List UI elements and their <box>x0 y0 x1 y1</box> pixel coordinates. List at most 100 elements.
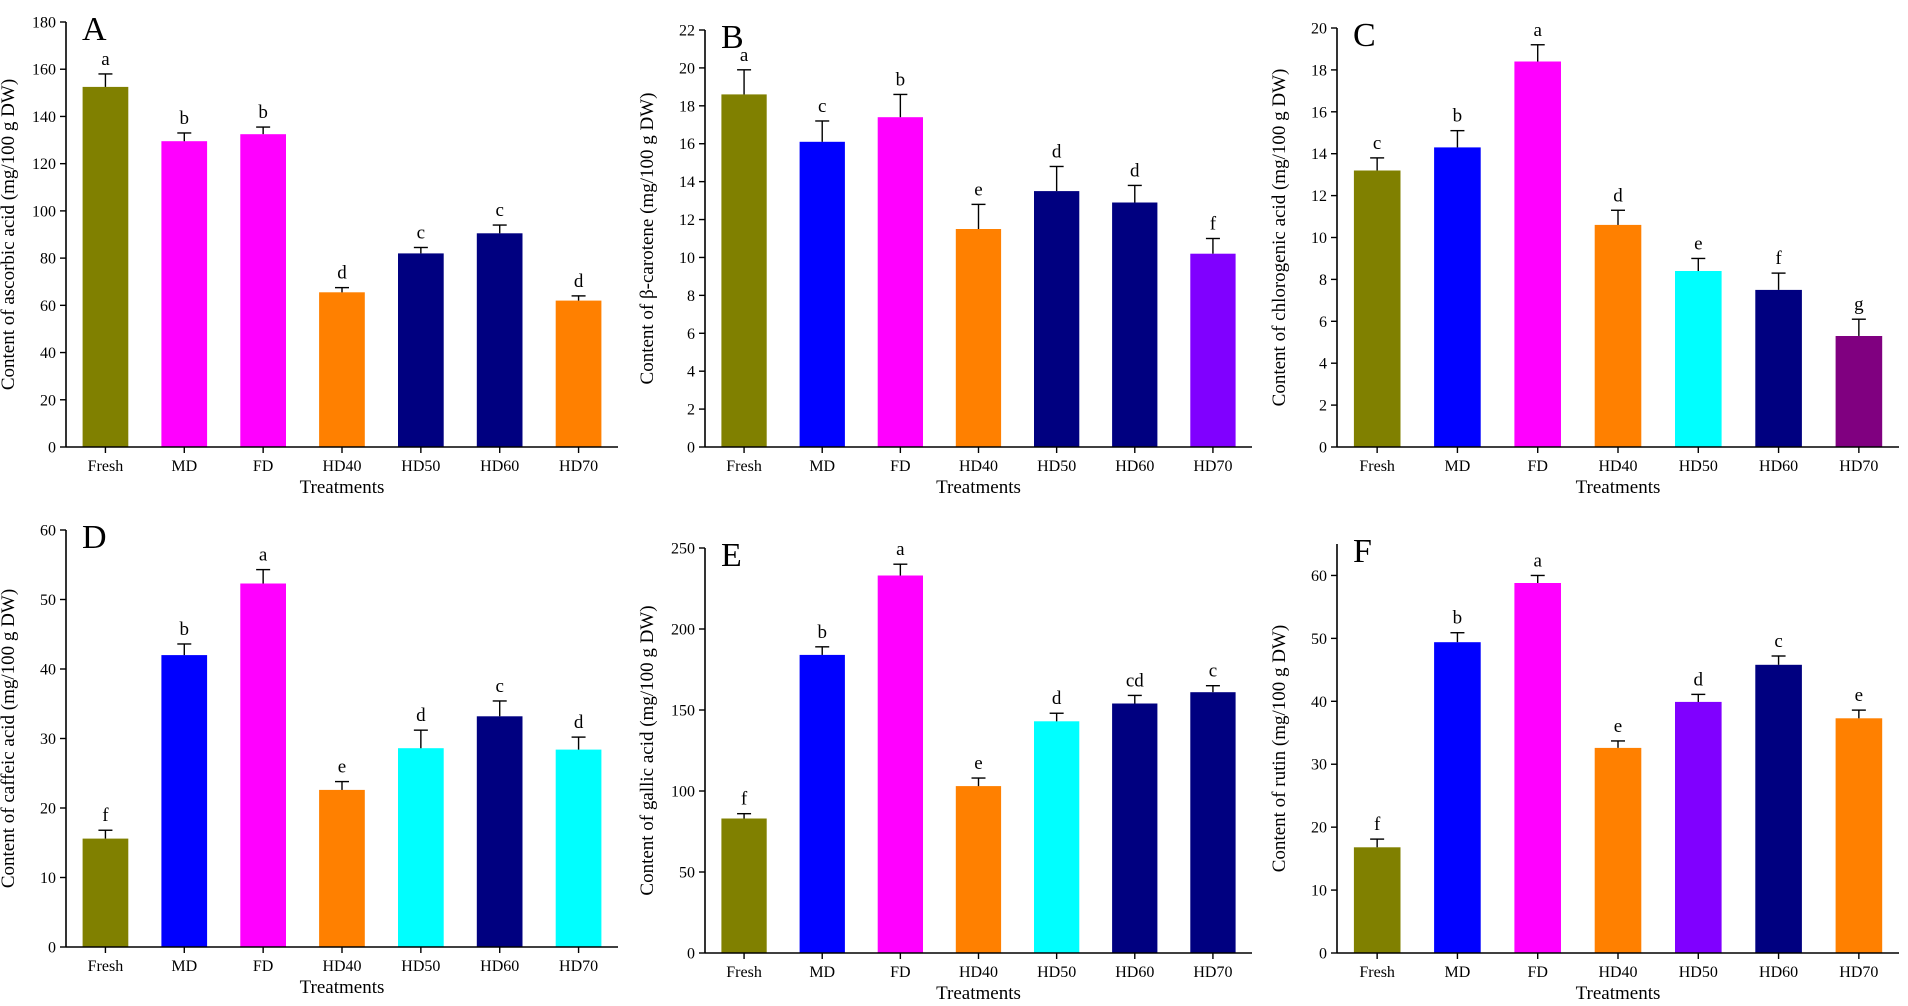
panel-d-y-tick-label: 60 <box>40 523 56 540</box>
panel-f-x-tick-label-hd60: HD60 <box>1759 964 1798 981</box>
panel-c-bar-fd <box>1514 61 1561 447</box>
panel-d-errorbar-hd50 <box>413 729 428 749</box>
panel-a-y-tick-label: 60 <box>40 298 56 315</box>
panel-e-bar-hd70 <box>1190 692 1236 953</box>
panel-f-sig-letter-hd50: d <box>1694 669 1704 690</box>
panel-e-errorbar-hd70 <box>1205 685 1220 693</box>
panel-d-sig-letter-hd50: d <box>416 705 426 726</box>
panel-d-y-axis-title: Content of caffeic acid (mg/100 g DW) <box>0 589 19 888</box>
panel-e-y-tick-label: 0 <box>687 946 695 963</box>
panel-e-sig-letter-hd40: e <box>974 753 982 774</box>
panel-e-x-tick-label-hd40: HD40 <box>959 964 998 981</box>
panel-b-x-axis-title: Treatments <box>936 477 1021 498</box>
panel-b-y-tick-label: 2 <box>687 402 695 419</box>
panel-b-errorbar-hd60 <box>1127 184 1142 203</box>
panel-a-x-tick-label-md: MD <box>171 458 197 475</box>
panel-a-sig-letter-hd40: d <box>337 263 347 284</box>
panel-f-x-tick-label-hd70: HD70 <box>1839 964 1878 981</box>
panel-e-x-tick-label-hd70: HD70 <box>1193 964 1232 981</box>
panel-c-y-tick-label: 18 <box>1311 62 1327 79</box>
panel-e-bar-hd40 <box>955 786 1002 953</box>
panel-c-bar-fresh <box>1353 170 1401 447</box>
panel-e-letter: E <box>721 537 742 574</box>
panel-f-errorbar-md <box>1450 632 1465 643</box>
panel-b-y-tick-label: 14 <box>679 174 695 191</box>
panel-f-bar-fresh <box>1353 847 1401 953</box>
panel-e-y-tick-label: 250 <box>671 541 695 558</box>
panel-a-x-tick-label-fresh: Fresh <box>88 458 124 475</box>
panel-c-x-tick-label-hd40: HD40 <box>1598 458 1637 475</box>
panel-d-x-tick-label-fd: FD <box>253 958 273 975</box>
panel-f-bar-hd40 <box>1594 747 1642 953</box>
panel-c-bar-md <box>1434 147 1481 447</box>
panel-b-y-tick-label: 20 <box>679 60 695 77</box>
panel-a-y-tick-label: 160 <box>32 62 56 79</box>
panel-b-y-tick-label: 10 <box>679 250 695 267</box>
panel-f-x-tick-label-hd40: HD40 <box>1598 964 1637 981</box>
panel-d-x-tick-label-hd50: HD50 <box>401 958 440 975</box>
panel-f-bar-hd70 <box>1835 718 1883 953</box>
panel-b-y-tick-label: 12 <box>679 212 695 229</box>
panel-b-y-tick-label: 6 <box>687 326 695 343</box>
panel-b-errorbar-hd40 <box>971 203 986 230</box>
panel-e-sig-letter-md: b <box>817 622 827 643</box>
panel-a-x-tick-label-hd70: HD70 <box>559 458 598 475</box>
panel-e-y-tick-label: 100 <box>671 784 695 801</box>
panel-d-sig-letter-hd70: d <box>574 712 584 733</box>
panel-c-errorbar-hd40 <box>1611 209 1625 225</box>
panel-f-x-tick-label-fd: FD <box>1527 964 1547 981</box>
panel-d-bar-hd50 <box>398 748 444 947</box>
panel-b-bar-fd <box>877 117 923 447</box>
panel-a-y-axis-title: Content of ascorbic acid (mg/100 g DW) <box>0 79 19 390</box>
panel-b-x-tick-label-hd40: HD40 <box>959 458 998 475</box>
panel-f-x-tick-label-md: MD <box>1445 964 1471 981</box>
panel-c-x-axis-title: Treatments <box>1576 477 1661 498</box>
panel-a-y-tick-label: 80 <box>40 251 56 268</box>
panel-e-y-tick-label: 150 <box>671 703 695 720</box>
panel-d-bar-hd60 <box>476 716 523 947</box>
panel-b-bar-fresh <box>721 94 767 448</box>
panel-f-bar-md <box>1434 642 1481 953</box>
panel-e-errorbar-hd40 <box>971 777 986 787</box>
panel-a-y-tick-label: 20 <box>40 392 56 409</box>
panel-c-bar-hd70 <box>1835 336 1883 447</box>
panel-d-bar-md <box>161 655 208 947</box>
panel-e-sig-letter-fresh: f <box>741 789 748 810</box>
panel-a-bar-hd70 <box>555 300 602 447</box>
panel-f-y-tick-label: 20 <box>1311 820 1327 837</box>
panel-e-x-axis-title: Treatments <box>936 983 1021 1004</box>
panel-e-chart: f b a e d cd c 0 50 100 150 200 250 Fresh MD FD HD40 HD50… <box>637 537 1252 1004</box>
panel-d-errorbar-fresh <box>98 829 113 839</box>
panel-a-y-tick-label: 180 <box>32 15 56 32</box>
panel-f-y-tick-label: 40 <box>1311 694 1327 711</box>
panel-e-errorbar-md <box>815 646 830 655</box>
panel-b-errorbar-hd50 <box>1049 165 1064 192</box>
panel-d-x-tick-label-md: MD <box>171 958 197 975</box>
panel-f-chart: f b a e d c e 0 10 20 30 40 50 60 Fresh MD FD HD40 HD50 HD6… <box>1269 533 1899 1004</box>
panel-b-y-tick-label: 8 <box>687 288 695 305</box>
panel-f-bar-hd60 <box>1755 664 1802 953</box>
panel-d-y-tick-label: 0 <box>48 940 56 957</box>
panel-c-errorbar-hd70 <box>1851 318 1866 336</box>
panel-b-bar-hd60 <box>1112 202 1158 447</box>
panel-e-x-tick-label-fresh: Fresh <box>726 964 762 981</box>
panel-f-y-tick-label: 0 <box>1319 946 1327 963</box>
panel-c-x-tick-label-fresh: Fresh <box>1359 458 1395 475</box>
panel-c-sig-letter-fd: a <box>1533 20 1542 41</box>
panel-c-y-tick-label: 2 <box>1319 398 1327 415</box>
panel-e-errorbar-fd <box>893 563 908 576</box>
panel-d-bar-fd <box>240 583 286 947</box>
panel-d-x-tick-label-hd40: HD40 <box>322 958 361 975</box>
panel-f-sig-letter-md: b <box>1453 608 1463 629</box>
panel-f-letter: F <box>1353 533 1372 570</box>
panel-b-x-tick-label-hd70: HD70 <box>1193 458 1232 475</box>
panel-c-errorbar-md <box>1450 129 1465 148</box>
panel-e-y-tick-label: 200 <box>671 622 695 639</box>
panel-a-y-tick-label: 100 <box>32 203 56 220</box>
panel-a-letter: A <box>82 11 107 48</box>
panel-b-errorbar-fresh <box>737 69 752 95</box>
panel-b-y-axis-title: Content of β-carotene (mg/100 g DW) <box>637 93 658 385</box>
panel-a-x-tick-label-hd60: HD60 <box>480 458 519 475</box>
panel-c-y-tick-label: 10 <box>1311 230 1327 247</box>
